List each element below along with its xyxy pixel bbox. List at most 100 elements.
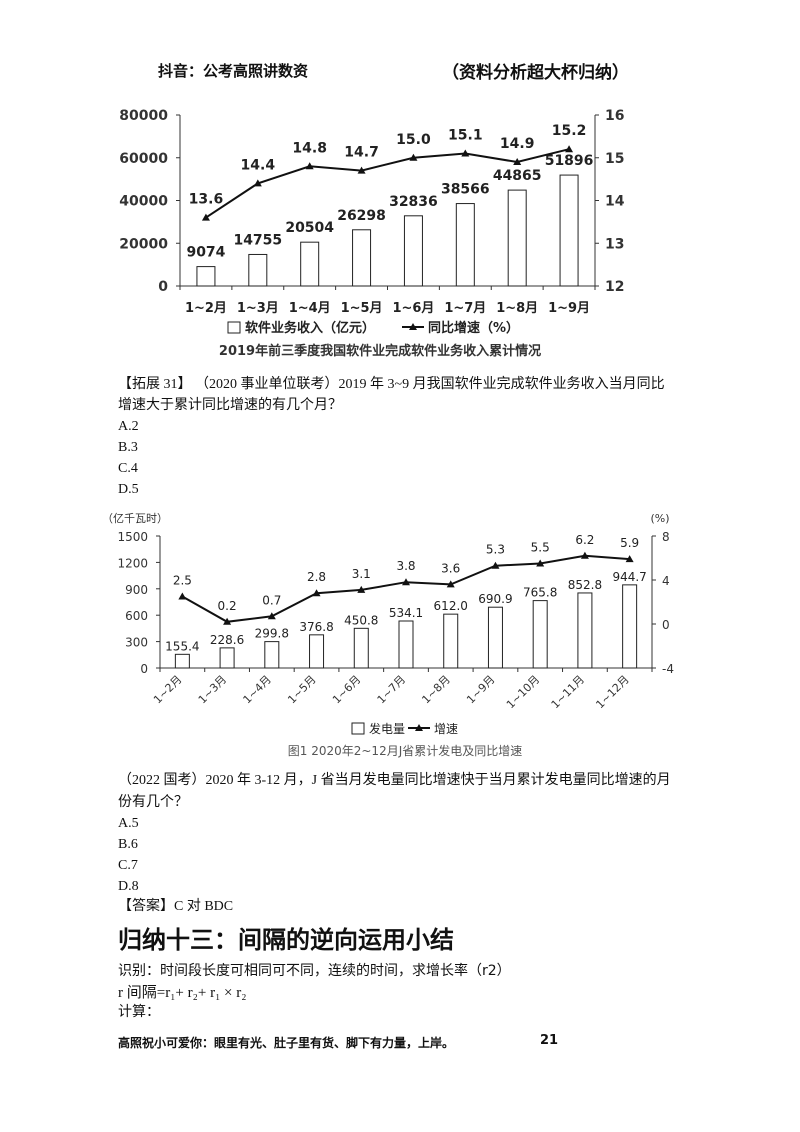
- c2-ytick-left-label: 1200: [117, 556, 148, 570]
- c1-bar-label: 9074: [186, 245, 225, 261]
- c2-legend-bar-swatch: [351, 722, 365, 735]
- c2-category-label: 1~2月: [151, 673, 184, 706]
- q2-stem-line1: （2022 国考）2020 年 3-12 月，J 省当月发电量同比增速快于当月累…: [118, 773, 671, 788]
- c1-ytick-left-label: 80000: [119, 108, 168, 124]
- c1-ytick-right-label: 12: [605, 279, 624, 295]
- q2-stem-line2: 份有几个？: [118, 795, 188, 810]
- c1-ytick-right-label: 16: [605, 108, 624, 124]
- c1-category-label: 1~9月: [548, 301, 590, 316]
- q1-option-d: D.5: [118, 482, 139, 497]
- c2-line-label: 5.5: [531, 541, 550, 555]
- c2-bar: [532, 600, 548, 669]
- c2-bar-label: 299.8: [255, 627, 289, 641]
- c2-line-point: [402, 578, 410, 586]
- c2-bar-label: 450.8: [344, 613, 378, 627]
- header-left: 抖音：公考高照讲数资: [158, 62, 309, 80]
- c1-line-point: [513, 158, 522, 166]
- c1-ytick-right-label: 13: [605, 236, 624, 252]
- chart-power-generation: 0 300 600 900 1200 1500 -4 0 4 8 155.4 228.6 299.8 37…: [0, 500, 800, 762]
- c2-bar: [264, 641, 280, 669]
- c2-category-label: 1~8月: [419, 673, 452, 706]
- c1-line-label: 14.4: [241, 157, 276, 173]
- q2-option-d: D.8: [118, 879, 139, 894]
- section-line-identify: 识别：时间段长度可相同可不同，连续的时间，求增长率（r2）: [118, 963, 511, 979]
- c1-legend-line-label: 同比增速（%）: [428, 320, 519, 336]
- c1-bar-label: 51896: [545, 153, 594, 169]
- c2-bar: [398, 620, 414, 669]
- c1-category-label: 1~3月: [237, 301, 279, 316]
- c2-line-label: 5.3: [486, 543, 505, 557]
- c2-category-label: 1~6月: [330, 673, 363, 706]
- footer-text: 高照祝小可爱你：眼里有光、肚子里有货、脚下有力量，上岸。: [118, 1036, 455, 1050]
- c2-line-point: [312, 589, 321, 597]
- c1-bar: [196, 266, 216, 287]
- c1-line-point: [253, 179, 262, 187]
- q1-option-b: B.3: [118, 440, 138, 455]
- c2-line-label: 5.9: [620, 536, 639, 550]
- c2-ytick-left-label: 300: [125, 636, 148, 650]
- c1-legend-bar-swatch: [227, 321, 241, 334]
- c1-bar-label: 20504: [285, 220, 334, 236]
- c2-bar-label: 765.8: [523, 586, 557, 600]
- c2-bar-label: 534.1: [389, 606, 423, 620]
- chart1-svg: 0 20000 40000 60000 80000 12 13 14 15 16 9074 14755…: [119, 108, 625, 359]
- c2-ytick-right-label: 8: [662, 530, 670, 544]
- c2-ytick-left-label: 600: [125, 609, 148, 623]
- c2-line-label: 6.2: [575, 533, 594, 547]
- c1-category-label: 1~8月: [496, 301, 538, 316]
- c2-bar-label: 155.4: [165, 639, 199, 653]
- q2-option-c: C.7: [118, 858, 138, 873]
- c1-bar-label: 32836: [389, 194, 438, 210]
- c2-line-label: 0.7: [262, 593, 281, 607]
- c1-ytick-left-label: 20000: [119, 236, 168, 252]
- c2-line-label: 0.2: [218, 599, 237, 613]
- c2-bar-label: 944.7: [612, 570, 646, 584]
- c2-line-label: 3.8: [396, 559, 415, 573]
- c2-category-label: 1~10月: [504, 673, 542, 711]
- c1-line-point: [305, 162, 314, 170]
- c2-line-point: [267, 612, 276, 620]
- c1-bar: [507, 189, 527, 287]
- c2-bar-label: 376.8: [299, 620, 333, 634]
- c1-line-label: 15.2: [552, 123, 587, 139]
- c2-category-label: 1~5月: [285, 673, 318, 706]
- c2-legend-bar-label: 发电量: [369, 721, 405, 736]
- c2-legend-line-marker: [415, 724, 423, 731]
- c2-bar: [622, 584, 638, 669]
- c1-bar: [455, 203, 475, 287]
- c2-bar-label: 690.9: [478, 592, 512, 606]
- c2-line-point: [223, 617, 232, 625]
- c2-ytick-right-label: -4: [662, 662, 674, 676]
- c2-ytick-right-label: 4: [662, 574, 670, 588]
- c2-bar-label: 852.8: [568, 578, 602, 592]
- q2-answer: 【答案】C 对 BDC: [118, 899, 234, 914]
- c1-ytick-left-label: 0: [158, 279, 168, 295]
- section-title: 归纳十三：间隔的逆向运用小结: [118, 926, 454, 954]
- q2-option-a: A.5: [118, 816, 139, 831]
- c2-bar-label: 612.0: [434, 599, 468, 613]
- c1-line-point: [565, 145, 574, 153]
- c1-bar: [559, 174, 579, 287]
- c2-line-point: [178, 592, 187, 600]
- c2-bar: [487, 606, 503, 669]
- c1-category-label: 1~4月: [289, 301, 331, 316]
- c2-category-label: 1~12月: [593, 673, 631, 711]
- c1-ytick-left-label: 40000: [119, 194, 168, 210]
- c1-bar-label: 14755: [233, 232, 282, 248]
- c2-bar: [577, 592, 593, 669]
- c1-ytick-right-label: 14: [605, 194, 625, 210]
- c2-ytick-left-label: 900: [125, 583, 148, 597]
- c2-bar: [309, 634, 325, 669]
- c1-line-label: 13.6: [189, 192, 224, 208]
- c1-bar: [352, 229, 372, 287]
- section-formula: r 间隔=r₁+ r₂+ r₁ × r₂: [118, 985, 247, 1001]
- q2-option-b: B.6: [118, 837, 138, 852]
- c2-line-point: [357, 585, 366, 593]
- header-right: （资料分析超大杯归纳）: [442, 63, 629, 83]
- c2-category-label: 1~7月: [375, 673, 408, 706]
- footer-page-number: 21: [540, 1033, 559, 1048]
- c2-bar: [443, 613, 459, 669]
- c2-unit-right: (%): [650, 512, 669, 525]
- c1-bar-label: 26298: [337, 208, 386, 224]
- q1-stem-line2: 增速大于累计同比增速的有几个月？: [118, 398, 342, 413]
